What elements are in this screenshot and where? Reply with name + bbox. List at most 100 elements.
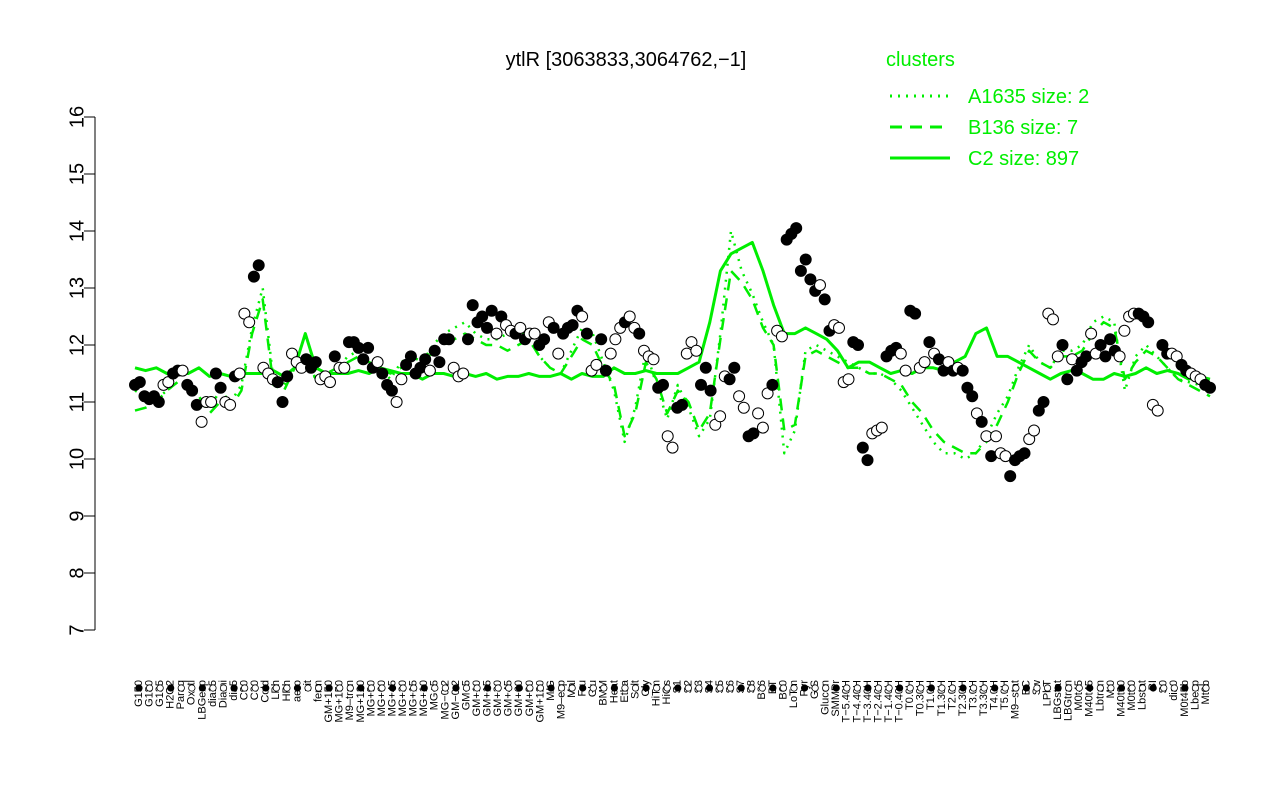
data-point xyxy=(609,333,622,346)
data-point xyxy=(633,327,646,340)
x-rug-marker xyxy=(748,684,756,692)
data-point xyxy=(842,373,855,386)
series-line-dashed xyxy=(134,269,1211,455)
data-point xyxy=(419,353,432,366)
data-point xyxy=(728,361,741,374)
data-point xyxy=(224,398,237,411)
x-rug-marker xyxy=(1075,684,1083,692)
x-rug-marker xyxy=(441,684,449,692)
data-point xyxy=(714,410,727,423)
x-rug-marker xyxy=(336,684,344,692)
data-point xyxy=(752,407,765,420)
data-point xyxy=(804,273,817,286)
x-tick-label: GM+150 xyxy=(323,680,335,723)
x-tick-label: MG+120 xyxy=(355,680,367,723)
data-point xyxy=(514,321,527,334)
series-line-dotted xyxy=(134,229,1211,461)
chart-title: ytlR [3063833,3064762,−1] xyxy=(506,49,747,71)
x-rug-marker xyxy=(1170,684,1178,692)
x-rug-marker xyxy=(283,684,291,692)
x-rug-marker xyxy=(293,684,302,692)
x-rug-marker xyxy=(853,684,861,692)
data-point xyxy=(385,384,398,397)
data-point xyxy=(485,304,498,317)
x-rug-marker xyxy=(653,684,661,692)
x-rug-marker xyxy=(431,684,439,692)
data-point xyxy=(794,264,807,277)
x-rug-marker xyxy=(346,684,354,692)
data-point xyxy=(1051,350,1064,363)
data-point xyxy=(975,415,988,428)
data-point xyxy=(247,270,260,283)
y-tick-label: 11 xyxy=(66,392,88,413)
data-point xyxy=(923,336,936,349)
data-point xyxy=(281,370,294,383)
data-point xyxy=(1104,333,1117,346)
x-rug-marker xyxy=(473,684,481,692)
data-point xyxy=(818,293,831,306)
x-rug-marker xyxy=(167,684,175,692)
x-rug-marker xyxy=(536,684,545,692)
data-point xyxy=(894,347,907,360)
x-rug-marker xyxy=(1012,684,1020,692)
data-point xyxy=(404,350,417,363)
x-rug-marker xyxy=(1117,684,1126,692)
data-point xyxy=(766,378,779,391)
x-rug-marker xyxy=(600,684,608,692)
data-point xyxy=(376,367,389,380)
data-point xyxy=(1094,339,1107,351)
x-rug-marker xyxy=(188,684,196,692)
x-rug-marker xyxy=(557,684,566,692)
x-tick-label: T−1.40H xyxy=(883,680,895,723)
data-point xyxy=(338,361,351,374)
x-rug-marker xyxy=(410,684,418,692)
data-point xyxy=(252,259,265,272)
x-rug-marker xyxy=(843,684,851,692)
x-rug-marker xyxy=(769,684,777,692)
x-rug-marker xyxy=(737,684,745,692)
x-rug-marker xyxy=(589,684,597,692)
x-rug-marker xyxy=(1065,684,1073,692)
data-point xyxy=(1028,424,1040,437)
x-rug-marker xyxy=(1139,684,1147,692)
x-rug-marker xyxy=(663,684,671,692)
x-rug-marker xyxy=(209,684,217,692)
x-rug-marker xyxy=(1149,684,1157,692)
data-point xyxy=(833,321,845,334)
data-point xyxy=(371,356,384,369)
x-rug-marker xyxy=(610,684,618,692)
legend-label: C2 size: 897 xyxy=(968,148,1079,170)
x-tick-label: GM+45 xyxy=(503,680,515,716)
data-point xyxy=(476,310,489,323)
x-rug-marker xyxy=(790,684,798,692)
x-rug-marker xyxy=(325,684,333,692)
x-rug-marker xyxy=(251,684,259,692)
data-point xyxy=(205,396,218,408)
x-rug-marker xyxy=(674,684,682,692)
data-point xyxy=(690,344,703,357)
data-point xyxy=(214,381,227,394)
data-point xyxy=(595,333,608,346)
x-rug-marker xyxy=(378,684,386,692)
x-tick-label: T−4.40H xyxy=(851,680,863,723)
x-rug-marker xyxy=(156,684,164,692)
x-tick-label: T−3.40H xyxy=(862,680,874,723)
x-tick-label: LBGtran xyxy=(1063,680,1075,721)
data-point xyxy=(357,353,370,366)
x-rug-marker xyxy=(230,684,238,692)
y-tick-label: 7 xyxy=(66,624,88,635)
x-rug-marker xyxy=(779,684,788,692)
x-rug-marker xyxy=(927,684,935,692)
x-rug-marker xyxy=(452,684,460,692)
series-lines xyxy=(134,229,1211,461)
data-point xyxy=(852,339,864,351)
axes: 7 8 9 10 11 12 13 14 15 16 xyxy=(66,106,96,636)
data-point xyxy=(956,364,969,377)
y-tick-label: 10 xyxy=(66,448,88,470)
x-rug-marker xyxy=(388,684,397,692)
data-point xyxy=(152,396,165,408)
data-point xyxy=(428,344,441,357)
data-point xyxy=(442,333,455,346)
data-point xyxy=(704,384,717,397)
